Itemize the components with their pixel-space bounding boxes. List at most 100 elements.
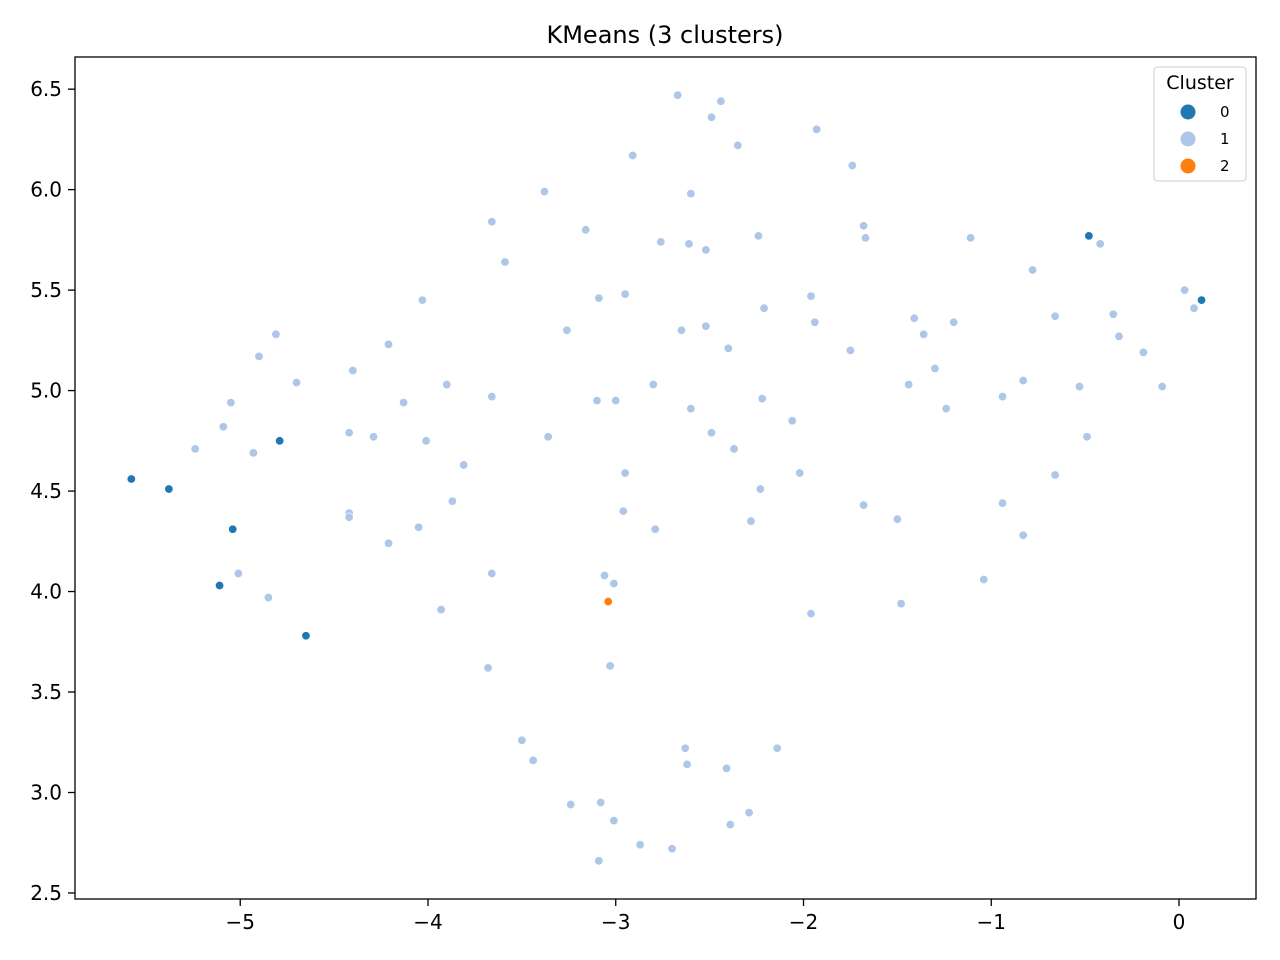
cluster-1-point: [539, 187, 549, 197]
cluster-0-point: [126, 474, 136, 484]
cluster-1-point: [605, 661, 615, 671]
cluster-1-point: [667, 844, 677, 854]
y-axis: 2.5 3.0 3.5 4.0 4.5 5.0 5.5 6.0 6.5: [30, 77, 75, 905]
cluster-1-point: [292, 378, 302, 388]
cluster-1-point: [930, 363, 940, 373]
cluster-1-point: [620, 468, 630, 478]
y-tick-label: 6.0: [30, 178, 62, 202]
cluster-1-point: [263, 593, 273, 603]
y-tick-label: 4.0: [30, 580, 62, 604]
cluster-1-point: [517, 735, 527, 745]
cluster-1-point: [847, 161, 857, 171]
cluster-1-point: [620, 289, 630, 299]
cluster-1-point: [594, 856, 604, 866]
cluster-1-point: [447, 496, 457, 506]
cluster-1-point: [417, 295, 427, 305]
cluster-1-point: [1114, 331, 1124, 341]
cluster-1-point: [701, 245, 711, 255]
cluster-1-point: [233, 568, 243, 578]
cluster-1-point: [436, 605, 446, 615]
cluster-1-point: [684, 239, 694, 249]
cluster-0-point: [164, 484, 174, 494]
legend-items: 0 1 2: [1180, 103, 1230, 175]
cluster-1-point: [701, 321, 711, 331]
cluster-1-point: [1075, 382, 1085, 392]
cluster-1-point: [611, 396, 621, 406]
cluster-1-point: [759, 303, 769, 313]
x-tick-label: −1: [977, 910, 1006, 934]
cluster-1-point: [673, 90, 683, 100]
cluster-2-point: [603, 597, 613, 607]
cluster-1-point: [904, 380, 914, 390]
cluster-1-point: [729, 444, 739, 454]
cluster-1-point: [686, 189, 696, 199]
cluster-1-point: [459, 460, 469, 470]
y-tick-label: 3.0: [30, 780, 62, 804]
cluster-1-point: [941, 404, 951, 414]
x-tick-label: −3: [601, 910, 630, 934]
legend-box: [1153, 66, 1247, 182]
cluster-1-point: [1095, 239, 1105, 249]
y-tick-label: 2.5: [30, 881, 62, 905]
y-tick-label: 6.5: [30, 77, 62, 101]
legend-label-cluster-1: 1: [1220, 130, 1230, 148]
cluster-1-point: [806, 609, 816, 619]
cluster-1-point: [966, 233, 976, 243]
y-tick-label: 4.5: [30, 479, 62, 503]
cluster-1-point: [1028, 265, 1038, 275]
cluster-1-point: [1018, 376, 1028, 386]
cluster-1-point: [596, 798, 606, 808]
cluster-1-point: [716, 96, 726, 106]
cluster-1-point: [686, 404, 696, 414]
cluster-1-point: [500, 257, 510, 267]
cluster-1-point: [723, 343, 733, 353]
legend: Cluster 0 1 2: [1153, 66, 1247, 182]
cluster-1-point: [399, 398, 409, 408]
cluster-1-point: [248, 448, 258, 458]
cluster-0-point: [215, 581, 225, 591]
cluster-1-point: [1157, 382, 1167, 392]
cluster-1-point: [896, 599, 906, 609]
cluster-1-point: [746, 516, 756, 526]
x-tick-label: −5: [225, 910, 254, 934]
cluster-1-point: [707, 428, 717, 438]
cluster-1-point: [979, 574, 989, 584]
cluster-1-point: [810, 317, 820, 327]
cluster-1-point: [682, 759, 692, 769]
scatter-points: [126, 90, 1207, 866]
cluster-1-point: [543, 432, 553, 442]
cluster-1-point: [609, 816, 619, 826]
cluster-1-point: [919, 329, 929, 339]
cluster-1-point: [609, 579, 619, 589]
cluster-1-point: [483, 663, 493, 673]
cluster-1-point: [757, 394, 767, 404]
cluster-1-point: [487, 217, 497, 227]
cluster-1-point: [676, 325, 686, 335]
legend-title: Cluster: [1166, 72, 1234, 94]
cluster-1-point: [859, 500, 869, 510]
cluster-1-point: [812, 124, 822, 134]
x-tick-label: 0: [1173, 910, 1186, 934]
cluster-1-point: [725, 820, 735, 830]
y-tick-label: 5.5: [30, 278, 62, 302]
cluster-1-point: [772, 743, 782, 753]
x-tick-label: −4: [413, 910, 442, 934]
x-tick-label: −2: [789, 910, 818, 934]
cluster-1-point: [562, 325, 572, 335]
legend-label-cluster-2: 2: [1220, 157, 1230, 175]
cluster-1-point: [566, 800, 576, 810]
cluster-1-point: [650, 524, 660, 534]
legend-label-cluster-0: 0: [1220, 103, 1230, 121]
cluster-1-point: [998, 392, 1008, 402]
legend-marker-cluster-2: [1180, 158, 1196, 174]
cluster-1-point: [733, 140, 743, 150]
cluster-1-point: [1050, 470, 1060, 480]
cluster-1-point: [707, 112, 717, 122]
cluster-1-point: [226, 398, 236, 408]
cluster-1-point: [414, 522, 424, 532]
cluster-1-point: [442, 380, 452, 390]
cluster-1-point: [344, 512, 354, 522]
chart-title: KMeans (3 clusters): [546, 21, 783, 49]
cluster-1-point: [254, 351, 264, 361]
cluster-1-point: [594, 293, 604, 303]
